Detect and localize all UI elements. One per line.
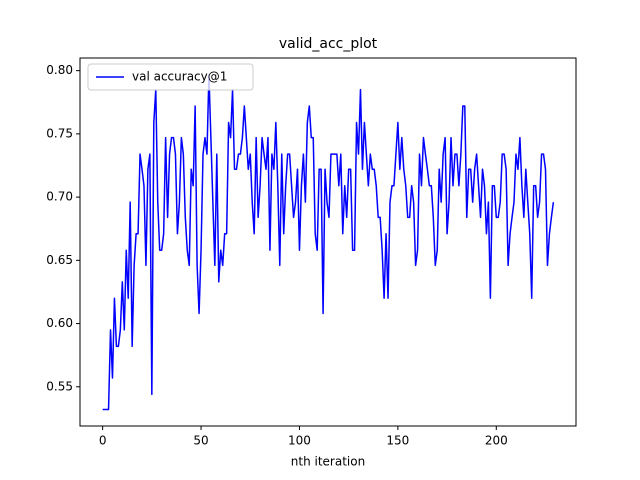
y-tick-label: 0.65: [46, 253, 73, 267]
x-axis-label: nth iteration: [291, 455, 365, 469]
line-series: [102, 73, 555, 411]
legend-box: [87, 63, 254, 91]
y-tick-label: 0.80: [46, 63, 73, 77]
y-tick-label: 0.75: [46, 126, 73, 140]
y-tick-label: 0.70: [46, 190, 73, 204]
x-tick-label: 0: [99, 434, 107, 448]
x-tick-label: 50: [193, 434, 208, 448]
legend-label: val accuracy@1: [132, 70, 227, 84]
y-tick-label: 0.60: [46, 316, 73, 330]
x-tick-label: 150: [386, 434, 409, 448]
chart-title: valid_acc_plot: [279, 36, 378, 52]
plot-frame: [79, 57, 577, 427]
y-tick-label: 0.55: [46, 379, 73, 393]
x-tick-label: 100: [288, 434, 311, 448]
x-tick-label: 200: [485, 434, 508, 448]
